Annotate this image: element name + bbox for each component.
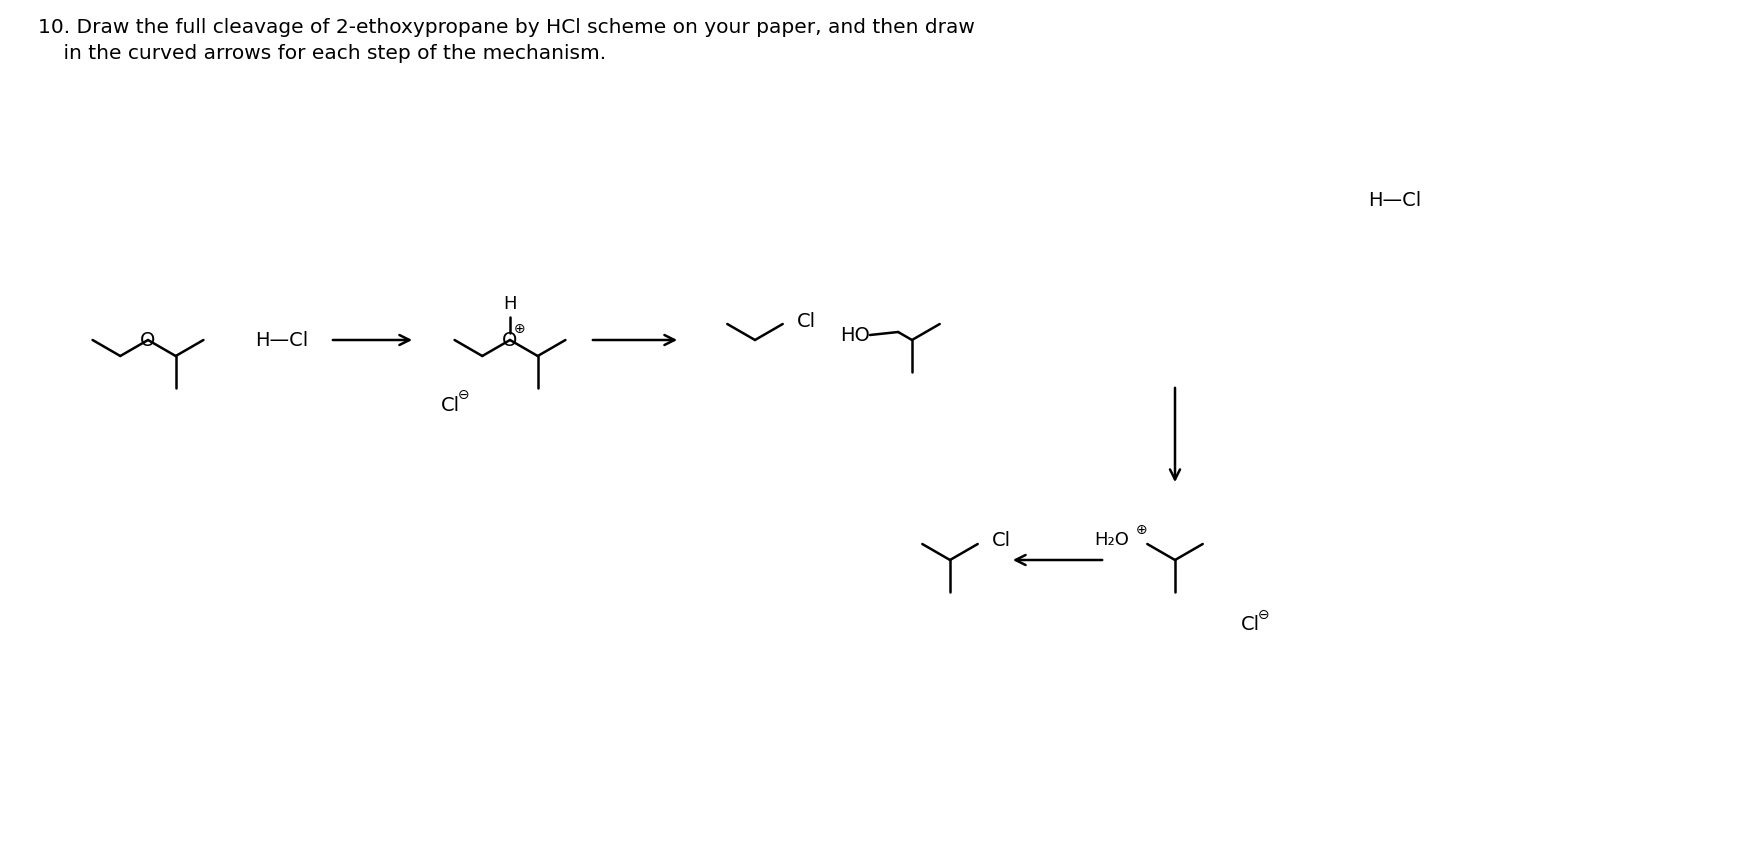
Text: 10. Draw the full cleavage of 2-ethoxypropane by HCl scheme on your paper, and t: 10. Draw the full cleavage of 2-ethoxypr… [38,18,974,37]
Text: Cl: Cl [1241,615,1260,635]
Text: H₂O: H₂O [1095,531,1129,549]
Text: H—Cl: H—Cl [1368,191,1422,210]
Text: O: O [141,330,155,350]
Text: O: O [502,330,518,350]
Text: Cl: Cl [992,531,1011,550]
Text: Cl: Cl [797,312,816,330]
Text: HO: HO [840,325,870,345]
Text: ⊕: ⊕ [1135,523,1147,537]
Text: in the curved arrows for each step of the mechanism.: in the curved arrows for each step of th… [38,44,607,63]
Text: Cl: Cl [441,395,460,415]
Text: ⊕: ⊕ [514,322,526,336]
Text: H—Cl: H—Cl [256,330,309,350]
Text: H: H [504,295,516,314]
Text: ⊖: ⊖ [458,388,471,402]
Text: ⊖: ⊖ [1258,608,1271,622]
